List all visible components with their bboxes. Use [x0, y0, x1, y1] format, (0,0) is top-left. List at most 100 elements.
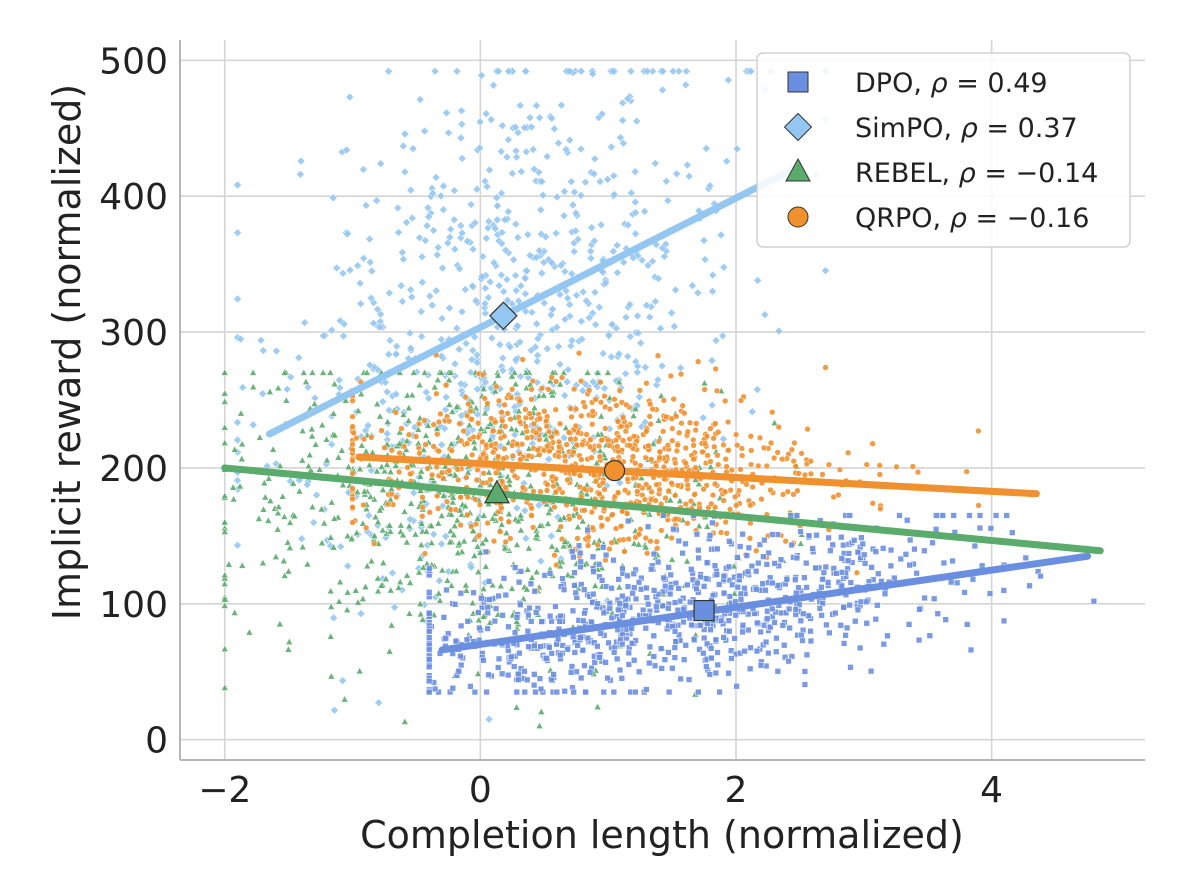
point-dpo	[646, 659, 653, 667]
point-simpo	[468, 244, 478, 254]
point-dpo	[743, 552, 751, 559]
point-dpo	[635, 579, 643, 586]
point-simpo	[623, 94, 632, 104]
point-simpo	[375, 322, 385, 332]
point-simpo	[424, 394, 433, 403]
point-simpo	[563, 293, 572, 303]
point-rebel	[280, 571, 289, 579]
point-rebel	[563, 570, 572, 578]
point-dpo	[1026, 582, 1033, 589]
point-dpo	[741, 585, 748, 592]
point-dpo	[837, 622, 844, 629]
point-dpo	[596, 654, 603, 661]
point-qrpo	[415, 420, 423, 428]
point-qrpo	[433, 390, 440, 397]
point-simpo	[541, 232, 550, 242]
point-qrpo	[456, 420, 463, 427]
point-qrpo	[702, 440, 709, 447]
point-dpo	[695, 554, 702, 562]
point-dpo	[675, 537, 683, 545]
point-qrpo	[681, 409, 688, 417]
point-qrpo	[673, 447, 681, 455]
point-dpo	[693, 531, 701, 538]
point-rebel	[362, 504, 371, 512]
point-dpo	[590, 590, 597, 598]
point-simpo	[258, 346, 268, 355]
point-simpo	[481, 283, 490, 293]
point-simpo	[482, 234, 491, 243]
point-rebel	[542, 435, 551, 443]
point-rebel	[358, 594, 367, 602]
point-qrpo	[472, 520, 480, 528]
point-qrpo	[653, 462, 660, 470]
point-simpo	[633, 311, 642, 321]
point-qrpo	[715, 461, 722, 468]
point-rebel	[474, 616, 483, 624]
point-qrpo	[614, 489, 622, 496]
point-dpo	[905, 621, 913, 628]
point-simpo	[521, 67, 530, 76]
point-simpo	[513, 321, 522, 331]
point-rebel	[344, 462, 353, 470]
point-dpo	[765, 549, 772, 557]
point-qrpo	[470, 433, 477, 441]
point-dpo	[868, 564, 875, 571]
point-rebel	[260, 478, 269, 487]
point-dpo	[643, 594, 650, 601]
point-rebel	[496, 581, 505, 590]
point-qrpo	[576, 472, 584, 479]
point-rebel	[365, 460, 374, 469]
point-simpo	[489, 258, 499, 267]
point-qrpo	[679, 402, 686, 409]
point-qrpo	[541, 408, 548, 415]
point-simpo	[437, 440, 446, 450]
point-dpo	[795, 584, 802, 591]
point-rebel	[511, 379, 520, 388]
point-dpo	[670, 525, 677, 533]
point-rebel	[524, 470, 533, 478]
point-dpo	[777, 556, 785, 563]
point-dpo	[816, 605, 824, 612]
point-qrpo	[784, 488, 791, 495]
point-rebel	[330, 514, 339, 522]
point-qrpo	[501, 433, 508, 440]
point-simpo	[489, 81, 498, 90]
point-simpo	[342, 145, 351, 155]
point-qrpo	[712, 365, 719, 373]
point-simpo	[658, 85, 667, 95]
point-dpo	[838, 582, 845, 590]
point-dpo	[550, 671, 557, 678]
point-rebel	[295, 487, 304, 495]
point-dpo	[482, 548, 490, 556]
point-rebel	[449, 530, 458, 538]
point-dpo	[796, 601, 803, 608]
point-qrpo	[743, 481, 750, 488]
point-qrpo	[769, 409, 776, 416]
point-qrpo	[522, 423, 530, 430]
point-dpo	[594, 643, 601, 650]
point-simpo	[590, 154, 600, 164]
point-dpo	[950, 512, 957, 519]
point-simpo	[747, 407, 757, 416]
point-rebel	[556, 380, 565, 388]
point-dpo	[619, 565, 626, 572]
point-qrpo	[622, 428, 629, 435]
point-qrpo	[473, 476, 480, 484]
point-rebel	[302, 377, 310, 385]
point-rebel	[323, 456, 331, 464]
point-dpo	[455, 668, 462, 675]
point-simpo	[623, 352, 632, 361]
point-simpo	[508, 169, 517, 178]
point-rebel	[603, 368, 612, 376]
point-dpo	[1000, 587, 1007, 594]
point-rebel	[502, 528, 511, 536]
point-simpo	[356, 299, 365, 309]
point-dpo	[744, 568, 752, 575]
point-dpo	[781, 642, 788, 649]
point-rebel	[438, 566, 447, 574]
point-qrpo	[733, 502, 740, 509]
point-dpo	[500, 575, 508, 582]
x-tick-label: 2	[725, 770, 748, 811]
point-dpo	[844, 557, 852, 564]
point-dpo	[567, 669, 575, 676]
